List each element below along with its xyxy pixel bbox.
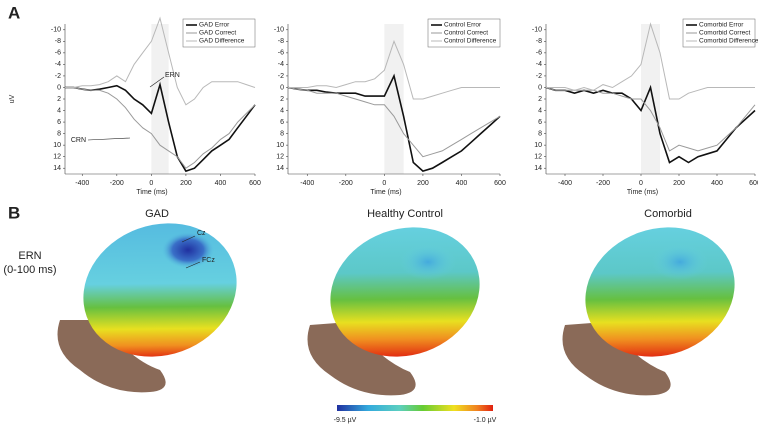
map-title: GAD	[145, 208, 169, 220]
y-tick-label: 6	[280, 119, 284, 126]
y-tick-label: -6	[536, 50, 542, 57]
annotation-line	[88, 138, 130, 140]
y-tick-label: 2	[57, 96, 61, 103]
electrode-label: FCz	[202, 257, 215, 264]
y-tick-label: 2	[280, 96, 284, 103]
y-tick-label: -8	[536, 38, 542, 45]
legend-label: Comorbid Difference	[699, 38, 758, 45]
y-tick-label: 4	[538, 107, 542, 114]
y-tick-label: 0	[538, 84, 542, 91]
x-tick-label: -400	[300, 180, 314, 187]
y-tick-label: 0	[57, 84, 61, 91]
map-title: Healthy Control	[367, 208, 443, 220]
legend-label: Control Error	[444, 22, 482, 29]
x-tick-label: 400	[215, 180, 227, 187]
y-tick-label: -6	[278, 50, 284, 57]
figure: A B GAD Healthy Control Comorbid ERN (0-…	[0, 0, 758, 437]
colorbar-label: -1.0 µV	[474, 417, 497, 424]
y-tick-label: 12	[534, 154, 542, 161]
topo-head	[308, 207, 498, 396]
x-axis-label: Time (ms)	[136, 189, 167, 196]
x-tick-label: -200	[596, 180, 610, 187]
x-tick-label: 200	[673, 180, 685, 187]
y-tick-label: 12	[53, 154, 61, 161]
topo-head	[563, 207, 753, 396]
legend-label: Comorbid Error	[699, 22, 744, 29]
x-tick-label: 400	[711, 180, 723, 187]
x-tick-label: 600	[249, 180, 261, 187]
y-tick-label: 8	[57, 130, 61, 137]
x-tick-label: 600	[494, 180, 506, 187]
x-tick-label: 0	[149, 180, 153, 187]
colorbar-label: -9.5 µV	[334, 417, 357, 424]
y-axis-label: uV	[9, 94, 16, 103]
y-tick-label: -10	[51, 27, 61, 34]
y-tick-label: 14	[276, 165, 284, 172]
y-tick-label: -4	[55, 61, 61, 68]
annotation: ERN	[165, 72, 180, 79]
legend-label: GAD Difference	[199, 38, 245, 45]
y-tick-label: 12	[276, 154, 284, 161]
panel-label: A	[8, 3, 20, 22]
x-tick-label: 600	[749, 180, 758, 187]
y-tick-label: -10	[274, 27, 284, 34]
y-tick-label: -2	[278, 73, 284, 80]
map-label: ERN	[18, 250, 41, 262]
x-tick-label: 200	[417, 180, 429, 187]
y-tick-label: -8	[55, 38, 61, 45]
y-tick-label: -2	[536, 73, 542, 80]
x-tick-label: -400	[75, 180, 89, 187]
y-tick-label: -4	[536, 61, 542, 68]
y-tick-label: -10	[532, 27, 542, 34]
legend-label: Control Correct	[444, 30, 488, 37]
x-tick-label: -200	[339, 180, 353, 187]
x-tick-label: -400	[558, 180, 572, 187]
x-tick-label: -200	[110, 180, 124, 187]
x-tick-label: 400	[456, 180, 468, 187]
x-tick-label: 200	[180, 180, 192, 187]
colorbar	[337, 405, 493, 411]
highlight-window	[151, 24, 168, 174]
legend-label: GAD Error	[199, 22, 230, 29]
y-tick-label: 8	[538, 130, 542, 137]
y-tick-label: 10	[276, 142, 284, 149]
highlight-window	[641, 24, 660, 174]
y-tick-label: 6	[57, 119, 61, 126]
y-tick-label: 8	[280, 130, 284, 137]
y-tick-label: 2	[538, 96, 542, 103]
highlight-window	[384, 24, 403, 174]
y-tick-label: 6	[538, 119, 542, 126]
y-tick-label: -8	[278, 38, 284, 45]
x-axis-label: Time (ms)	[370, 189, 401, 196]
y-tick-label: 0	[280, 84, 284, 91]
electrode-label: Cz	[197, 230, 206, 237]
x-tick-label: 0	[382, 180, 386, 187]
legend-label: Control Difference	[444, 38, 497, 45]
y-tick-label: 10	[53, 142, 61, 149]
y-tick-label: 10	[534, 142, 542, 149]
y-tick-label: 4	[57, 107, 61, 114]
y-tick-label: -6	[55, 50, 61, 57]
y-tick-label: -2	[55, 73, 61, 80]
x-tick-label: 0	[639, 180, 643, 187]
x-axis-label: Time (ms)	[627, 189, 658, 196]
panel-label: B	[8, 203, 20, 222]
legend-label: GAD Correct	[199, 30, 236, 37]
map-window: (0-100 ms)	[3, 264, 56, 276]
map-title: Comorbid	[644, 208, 692, 220]
y-tick-label: 4	[280, 107, 284, 114]
annotation: CRN	[71, 137, 86, 144]
y-tick-label: 14	[53, 165, 61, 172]
legend-label: Comorbid Correct	[699, 30, 750, 37]
y-tick-label: 14	[534, 165, 542, 172]
topo-head	[58, 202, 256, 392]
y-tick-label: -4	[278, 61, 284, 68]
